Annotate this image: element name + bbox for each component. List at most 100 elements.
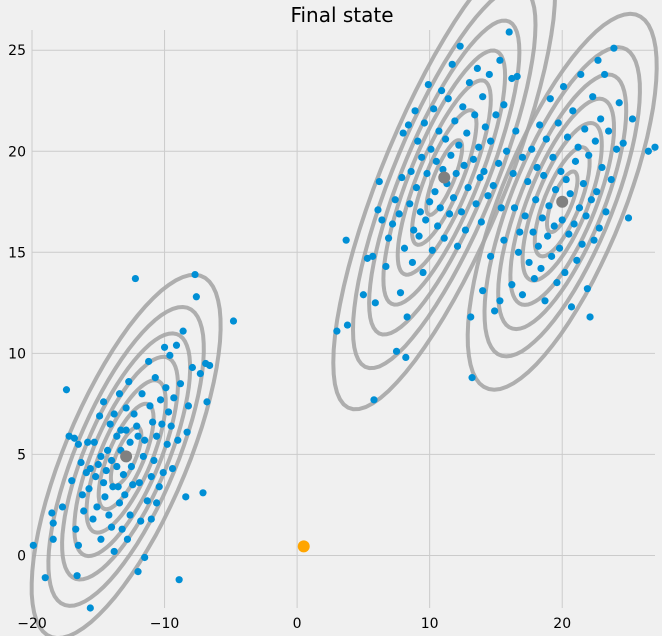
orange-marker-group [297,540,310,553]
contour-ellipse [367,18,522,337]
data-point [569,107,577,115]
data-point [591,137,599,145]
data-point [529,228,537,236]
data-point [491,307,499,315]
data-point [147,515,155,523]
data-point [612,145,621,153]
data-point [420,119,428,127]
data-point [402,353,410,361]
data-point [103,446,112,454]
data-point [107,523,116,531]
data-point [58,503,67,511]
data-point [439,165,447,174]
data-point [411,107,419,115]
y-tick-label: 15 [8,245,26,261]
data-point [571,157,580,165]
data-point [382,262,390,271]
data-point [510,204,519,212]
y-tick-labels: 0 5 10 15 20 25 [8,43,26,564]
data-point [430,105,438,113]
data-point [343,321,352,329]
data-point [115,390,124,398]
data-point [651,143,659,151]
data-point [138,390,146,398]
data-point [605,127,613,135]
data-point [500,236,508,244]
data-point [130,410,138,418]
data-point [182,493,190,501]
data-point [437,87,446,95]
data-point [521,212,529,220]
data-point [174,436,182,444]
data-point [593,188,601,196]
data-point [461,226,470,234]
contour-ellipse [46,304,206,608]
data-point [502,147,511,155]
contour-ellipse [331,0,557,412]
data-point [469,155,478,163]
data-point [485,70,493,79]
data-point [94,460,102,469]
data-point [553,279,561,287]
data-point [528,145,536,153]
data-point [416,208,424,216]
data-point [487,137,495,145]
data-point [170,394,178,402]
data-point [415,232,423,240]
contour-ellipse [482,45,642,359]
data-point [126,438,134,446]
data-point [206,361,214,370]
data-point [176,380,185,388]
data-point [565,230,573,238]
data-point [435,127,443,135]
contour-ellipse [96,401,156,512]
data-point [468,374,476,382]
data-point [487,252,495,260]
data-point [428,246,436,254]
data-point [369,252,377,260]
data-point [85,485,93,493]
data-point [590,236,598,244]
data-point [168,464,177,473]
data-point [153,432,161,440]
data-point [598,163,606,172]
data-point [594,56,602,64]
data-point [388,220,397,228]
cluster-center [120,450,133,463]
data-point [155,483,163,491]
contour-lines [29,0,659,636]
data-point [452,169,460,178]
data-point [566,190,574,198]
data-point [107,456,116,465]
data-point [512,127,520,135]
data-point [538,214,546,222]
data-point [581,125,589,133]
data-point [41,574,49,582]
data-point [585,151,593,159]
data-point [496,56,504,64]
contour-ellipse [60,331,193,582]
data-point [86,604,94,612]
data-point [115,499,124,507]
data-point [122,426,130,434]
data-point [135,479,143,487]
data-points [29,28,659,612]
data-point [89,515,97,523]
data-point [554,119,562,127]
data-point [146,402,154,410]
data-point [403,313,411,321]
data-point [99,398,108,406]
data-point [544,232,552,240]
data-point [229,317,238,325]
data-point [378,216,386,224]
data-point [500,101,508,109]
contour-ellipse [350,0,538,371]
data-point [441,135,450,143]
data-point [453,242,462,250]
contour-ellipse [381,48,508,307]
data-point [444,95,452,103]
data-point [101,493,109,501]
data-point [49,535,57,543]
data-point [456,42,464,50]
data-point [473,64,481,72]
